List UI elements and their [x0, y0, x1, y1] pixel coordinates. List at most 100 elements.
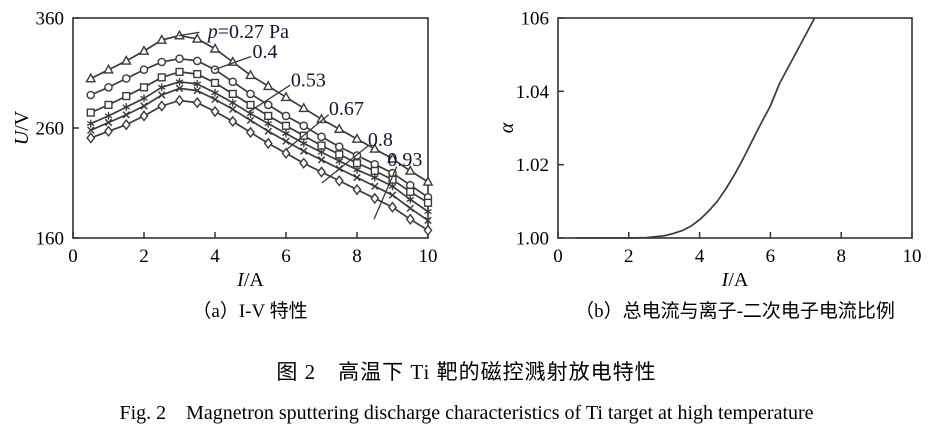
marker-x: [388, 191, 397, 199]
marker-x: [353, 173, 361, 182]
marker-square: [406, 187, 415, 196]
marker-diamond: [334, 175, 344, 187]
x-axis-label: I/A: [236, 269, 264, 291]
leader-line: [247, 84, 291, 114]
marker-circle: [334, 142, 344, 151]
marker-diamond: [192, 96, 202, 109]
marker-square: [246, 100, 255, 110]
marker-diamond: [317, 166, 326, 178]
curve-line: [575, 17, 816, 239]
marker-circle: [157, 57, 167, 67]
curve-0.4: [86, 54, 433, 202]
marker-star: [104, 111, 113, 120]
marker-diamond: [175, 94, 184, 107]
curve-0.67: [86, 77, 432, 216]
marker-star: [157, 83, 166, 92]
marker-x: [317, 156, 326, 164]
x-tick-label: 6: [281, 246, 291, 267]
marker-x: [211, 95, 219, 104]
series-label: 0.53: [291, 70, 326, 92]
marker-x: [122, 111, 130, 119]
marker-triangle: [120, 55, 132, 65]
marker-circle: [175, 54, 184, 64]
marker-diamond: [121, 118, 131, 131]
marker-x: [300, 147, 308, 155]
marker-diamond: [423, 224, 433, 237]
marker-diamond: [388, 201, 397, 213]
marker-circle: [121, 74, 131, 83]
marker-star: [406, 195, 415, 204]
annotation-0.8: 0.8: [321, 129, 393, 184]
marker-x: [87, 126, 95, 134]
marker-x: [158, 91, 166, 99]
x-tick-label: 6: [766, 246, 776, 267]
marker-square: [175, 67, 184, 77]
curve-line: [90, 87, 429, 222]
marker-triangle: [404, 165, 416, 175]
y-tick-label: 260: [36, 119, 65, 140]
marker-triangle: [209, 42, 221, 53]
marker-square: [104, 100, 113, 110]
marker-star: [388, 182, 397, 191]
marker-diamond: [228, 115, 238, 128]
marker-star: [424, 207, 432, 216]
marker-circle: [192, 56, 202, 66]
curve-alpha: [575, 17, 816, 239]
marker-star: [86, 119, 95, 128]
marker-diamond: [86, 132, 96, 144]
marker-x: [264, 127, 272, 136]
marker-circle: [86, 90, 96, 100]
leader-line: [178, 31, 200, 37]
marker-star: [335, 157, 344, 165]
marker-triangle: [387, 152, 398, 163]
y-tick-label: 1.04: [516, 82, 550, 103]
marker-diamond: [370, 192, 380, 205]
marker-triangle: [298, 102, 310, 113]
y-tick-label: 106: [521, 9, 550, 30]
x-tick-label: 4: [210, 246, 220, 267]
curve-0.93: [86, 94, 433, 237]
marker-triangle: [138, 45, 150, 55]
marker-circle: [246, 89, 255, 99]
marker-star: [317, 148, 326, 157]
marker-triangle: [191, 33, 203, 43]
series-label: 0.93: [387, 149, 422, 171]
caption-english: Fig. 2 Magnetron sputtering discharge ch…: [119, 402, 814, 424]
y-tick-label: 160: [36, 229, 65, 250]
marker-x: [140, 102, 148, 110]
marker-star: [370, 173, 379, 182]
marker-star: [211, 88, 219, 97]
marker-square: [157, 73, 166, 82]
y-tick-label: 1.02: [516, 155, 549, 176]
marker-diamond: [352, 183, 362, 196]
marker-triangle: [262, 80, 274, 91]
curve-0.53: [86, 67, 433, 207]
y-axis-label: α: [496, 122, 518, 133]
leader-line: [373, 166, 398, 220]
subcaption-b: （b）总电流与离子-二次电子电流比例: [575, 301, 895, 322]
marker-diamond: [157, 100, 167, 112]
marker-triangle: [369, 143, 381, 153]
marker-square: [264, 111, 273, 121]
marker-triangle: [156, 34, 168, 44]
marker-star: [299, 139, 308, 148]
marker-star: [140, 94, 148, 103]
marker-square: [352, 159, 362, 168]
curve-p-0.27-Pa: [85, 29, 434, 186]
marker-x: [104, 118, 113, 127]
marker-triangle: [245, 69, 256, 80]
marker-diamond: [281, 147, 291, 160]
marker-star: [175, 77, 184, 86]
curve-0.8: [87, 84, 432, 225]
x-tick-label: 0: [553, 246, 563, 267]
marker-star: [228, 98, 237, 107]
leader-line: [285, 114, 330, 151]
marker-square: [423, 198, 433, 207]
marker-circle: [104, 83, 113, 92]
marker-diamond: [299, 157, 309, 169]
marker-triangle: [333, 123, 345, 133]
marker-diamond: [210, 105, 220, 118]
leader-line: [213, 55, 252, 71]
marker-square: [210, 78, 220, 88]
